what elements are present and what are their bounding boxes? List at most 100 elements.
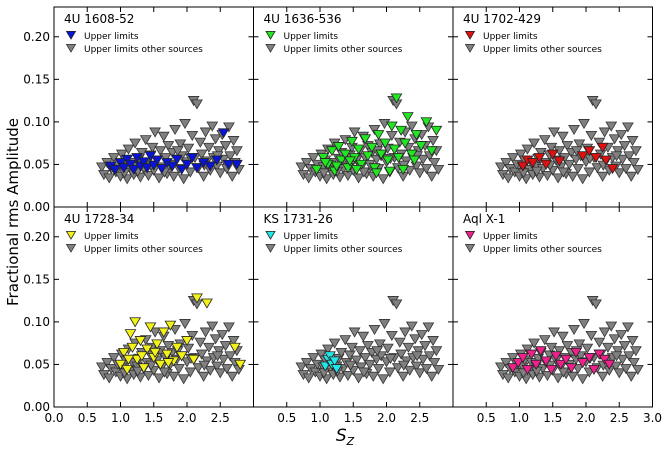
source-point	[154, 359, 167, 370]
other-sources-point	[179, 119, 191, 130]
source-point	[141, 344, 153, 355]
other-sources-point	[372, 364, 385, 375]
other-sources-point	[149, 327, 161, 338]
other-sources-point	[598, 327, 611, 338]
panel-2: 4U 1636-536 Upper limits Upper limits othe…	[253, 6, 454, 208]
other-sources-point	[593, 337, 606, 348]
source-point	[554, 359, 567, 370]
other-sources-point	[167, 371, 180, 382]
other-sources-point	[502, 173, 515, 184]
source-point	[109, 164, 122, 176]
source-point	[149, 347, 161, 359]
source-point	[583, 146, 596, 157]
other-sources-point	[402, 342, 415, 353]
other-sources-point	[182, 143, 195, 154]
other-sources-point	[307, 153, 320, 164]
other-sources-point	[377, 174, 390, 185]
source-point	[516, 353, 529, 364]
other-sources-point	[300, 158, 313, 169]
other-sources-point	[342, 370, 354, 381]
other-sources-point	[350, 355, 363, 366]
source-point	[383, 166, 396, 177]
other-sources-point	[561, 141, 574, 152]
other-sources-point	[514, 149, 527, 160]
other-sources-point	[194, 137, 207, 148]
source-point	[590, 153, 602, 164]
legend-others-marker	[65, 44, 77, 53]
other-sources-point	[593, 137, 606, 148]
other-sources-point	[610, 361, 622, 372]
other-sources-point	[620, 164, 632, 175]
other-sources-point	[211, 361, 223, 372]
x-tick-label: 1.5	[543, 411, 562, 425]
other-sources-point	[413, 368, 426, 379]
other-sources-point	[135, 147, 148, 159]
other-sources-point	[395, 349, 408, 360]
source-point	[352, 144, 365, 155]
other-sources-point	[403, 365, 416, 376]
source-point	[330, 364, 343, 375]
panels-group: 0.00 0.05 0.10 0.15 0.20 4U 1608-52 Upper limi…	[23, 6, 662, 425]
source-point	[342, 163, 354, 174]
source-point	[381, 155, 394, 166]
other-sources-point	[184, 167, 197, 178]
other-sources-point	[142, 170, 155, 181]
other-sources-point	[195, 349, 208, 360]
other-sources-point	[162, 141, 175, 152]
other-sources-point	[420, 364, 433, 375]
legend-source-marker	[464, 230, 476, 240]
source-point	[379, 138, 392, 149]
source-point	[211, 155, 223, 166]
source-point	[121, 364, 134, 376]
other-sources-point	[359, 353, 372, 364]
source-point	[355, 159, 368, 170]
other-sources-point	[556, 131, 569, 142]
source-point	[576, 151, 589, 162]
source-point	[546, 149, 559, 160]
other-sources-point	[103, 173, 116, 184]
source-point	[332, 142, 345, 153]
other-sources-point	[572, 164, 584, 175]
other-sources-point	[192, 363, 205, 374]
other-sources-point	[502, 373, 515, 384]
x-tick-label: 0.5	[277, 411, 296, 425]
other-sources-point	[427, 336, 439, 347]
other-sources-point	[405, 321, 418, 332]
source-point	[359, 134, 372, 145]
legend-others-label: Upper limits other sources	[483, 245, 602, 255]
panel-title: Aql X-1	[463, 212, 505, 226]
source-point	[521, 364, 534, 376]
source-point	[408, 155, 421, 166]
y-tick-label: 0.00	[23, 400, 50, 414]
source-point	[516, 161, 529, 172]
other-sources-point	[399, 327, 412, 338]
other-sources-point	[154, 146, 167, 157]
other-sources-point	[425, 371, 438, 382]
source-point	[553, 156, 566, 167]
source-point	[375, 149, 388, 160]
source-point	[171, 342, 183, 353]
source-point	[124, 159, 137, 170]
panel-title: KS 1731-26	[264, 212, 333, 226]
other-sources-point	[590, 99, 602, 110]
source-point	[399, 138, 412, 149]
other-sources-point	[230, 146, 243, 157]
source-point	[344, 156, 356, 167]
other-sources-point	[397, 360, 410, 371]
other-sources-point	[213, 146, 225, 157]
source-point	[533, 153, 546, 164]
other-sources-point	[528, 138, 541, 149]
other-sources-point	[494, 162, 507, 173]
other-sources-point	[186, 130, 199, 141]
other-sources-point	[95, 362, 108, 373]
other-sources-point	[335, 347, 348, 359]
x-tick-label: 0.5	[477, 411, 496, 425]
other-sources-point	[585, 330, 598, 341]
source-point	[155, 164, 168, 175]
other-sources-point	[199, 327, 212, 338]
other-sources-point	[548, 327, 560, 338]
source-point	[370, 168, 383, 179]
other-sources-point	[169, 324, 181, 336]
other-sources-point	[556, 331, 569, 342]
other-sources-point	[103, 373, 116, 384]
